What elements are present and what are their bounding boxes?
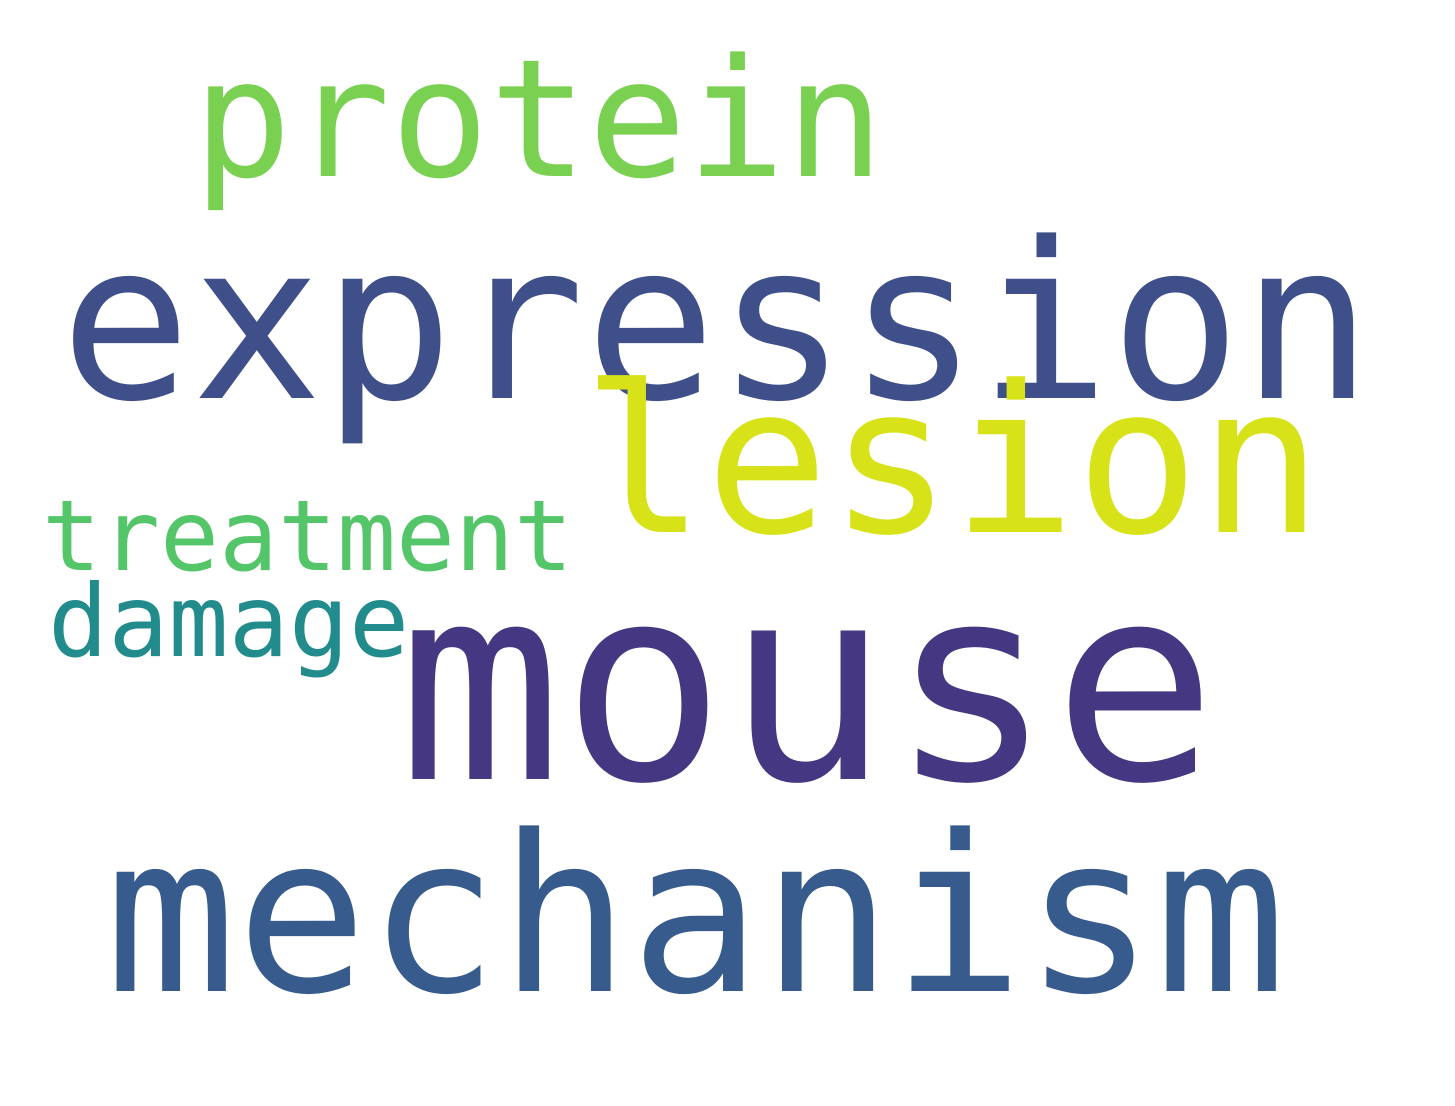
word-treatment: treatment	[42, 480, 574, 594]
word-mechanism: mechanism	[105, 790, 1287, 1043]
word-protein: protein	[193, 24, 885, 215]
word-mouse: mouse	[398, 528, 1217, 844]
word-expression: expression	[60, 197, 1373, 450]
word-lesion: lesion	[582, 343, 1323, 581]
word-damage: damage	[48, 563, 410, 680]
